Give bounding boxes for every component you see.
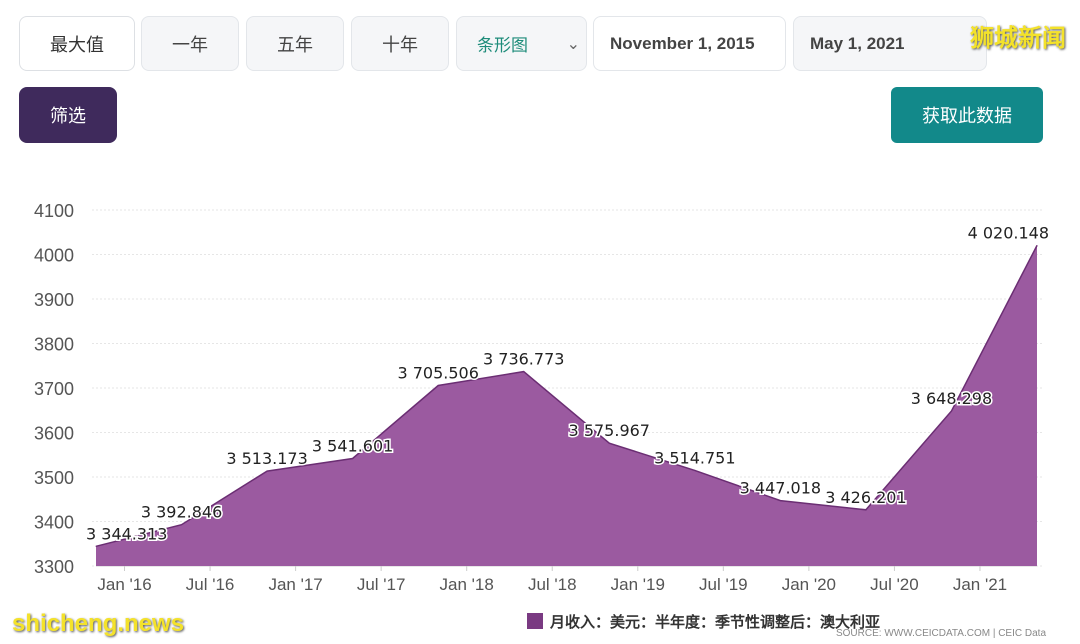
data-point xyxy=(437,385,439,387)
range-1y-button[interactable]: 一年 xyxy=(141,16,239,71)
y-tick-label: 3400 xyxy=(34,513,74,533)
data-label: 3 705.506 xyxy=(397,364,478,383)
data-label: 3 514.751 xyxy=(654,448,735,467)
data-point xyxy=(779,500,781,502)
data-label: 3 736.773 xyxy=(483,350,564,369)
data-label: 3 541.601 xyxy=(312,436,393,455)
range-5y-button[interactable]: 五年 xyxy=(246,16,344,71)
data-point xyxy=(352,457,354,459)
data-point xyxy=(95,545,97,547)
data-label: 3 344.313 xyxy=(86,524,167,543)
range-max-button[interactable]: 最大值 xyxy=(19,16,135,71)
watermark-top-right: 狮城新闻 xyxy=(970,24,1066,52)
y-tick-label: 3500 xyxy=(34,468,74,488)
legend-label: 月收入：美元：半年度：季节性调整后：澳大利亚 xyxy=(549,613,880,631)
data-label: 3 648.298 xyxy=(911,389,992,408)
data-label: 3 575.967 xyxy=(569,421,650,440)
range-10y-button[interactable]: 十年 xyxy=(351,16,449,71)
y-tick-label: 3800 xyxy=(34,335,74,355)
y-tick-label: 4100 xyxy=(34,201,74,221)
y-tick-label: 3700 xyxy=(34,379,74,399)
source-note: SOURCE: WWW.CEICDATA.COM | CEIC Data xyxy=(836,628,1046,639)
x-tick-label: Jan '19 xyxy=(611,575,665,594)
area-series xyxy=(96,245,1037,566)
data-point xyxy=(865,509,867,511)
x-tick-label: Jan '17 xyxy=(268,575,322,594)
data-point xyxy=(523,371,525,373)
chevron-down-icon: ⌄ xyxy=(566,34,580,53)
data-labels: 3 344.313 3 392.846 3 513.173 3 541.601 3 70… xyxy=(85,222,1051,545)
data-label: 3 513.173 xyxy=(226,449,307,468)
y-tick-label: 3900 xyxy=(34,290,74,310)
data-label: 4 020.148 xyxy=(968,224,1049,243)
x-tick-label: Jul '18 xyxy=(528,575,577,594)
start-date-input[interactable]: November 1, 2015 xyxy=(593,16,786,71)
end-date-input[interactable]: May 1, 2021 xyxy=(793,16,987,71)
x-tick-label: Jul '20 xyxy=(870,575,919,594)
y-tick-label: 3600 xyxy=(34,424,74,444)
data-point xyxy=(266,470,268,472)
data-point xyxy=(1036,245,1038,247)
watermark-bottom-left: shicheng.news xyxy=(12,610,185,637)
chart-type-value: 条形图 xyxy=(477,36,528,56)
data-point xyxy=(608,442,610,444)
y-tick-label: 4000 xyxy=(34,246,74,266)
chart-type-select[interactable]: 条形图 ⌄ xyxy=(456,16,587,71)
area-line xyxy=(95,245,1038,548)
legend: 月收入：美元：半年度：季节性调整后：澳大利亚 xyxy=(527,613,880,631)
y-axis: 3300 3400 3500 3600 3700 3800 3900 4000 4100 xyxy=(34,201,74,577)
plot-area xyxy=(95,245,1038,566)
x-tick-label: Jul '17 xyxy=(357,575,406,594)
data-label: 3 392.846 xyxy=(141,503,222,522)
data-point xyxy=(950,410,952,412)
fetch-data-button[interactable]: 获取此数据 xyxy=(891,87,1043,143)
filter-button[interactable]: 筛选 xyxy=(19,87,117,143)
y-tick-label: 3300 xyxy=(34,557,74,577)
x-tick-label: Jul '16 xyxy=(186,575,235,594)
x-tick-label: Jan '16 xyxy=(97,575,151,594)
data-point xyxy=(694,469,696,471)
x-tick-label: Jan '18 xyxy=(440,575,494,594)
data-point xyxy=(181,524,183,526)
x-tick-label: Jan '21 xyxy=(953,575,1007,594)
data-label: 3 426.201 xyxy=(825,488,906,507)
data-label: 3 447.018 xyxy=(740,479,821,498)
x-tick-label: Jul '19 xyxy=(699,575,748,594)
legend-swatch xyxy=(527,613,543,629)
x-axis: Jan '16 Jul '16 Jan '17 Jul '17 Jan '18 Jul '… xyxy=(96,565,1037,594)
x-tick-label: Jan '20 xyxy=(782,575,836,594)
